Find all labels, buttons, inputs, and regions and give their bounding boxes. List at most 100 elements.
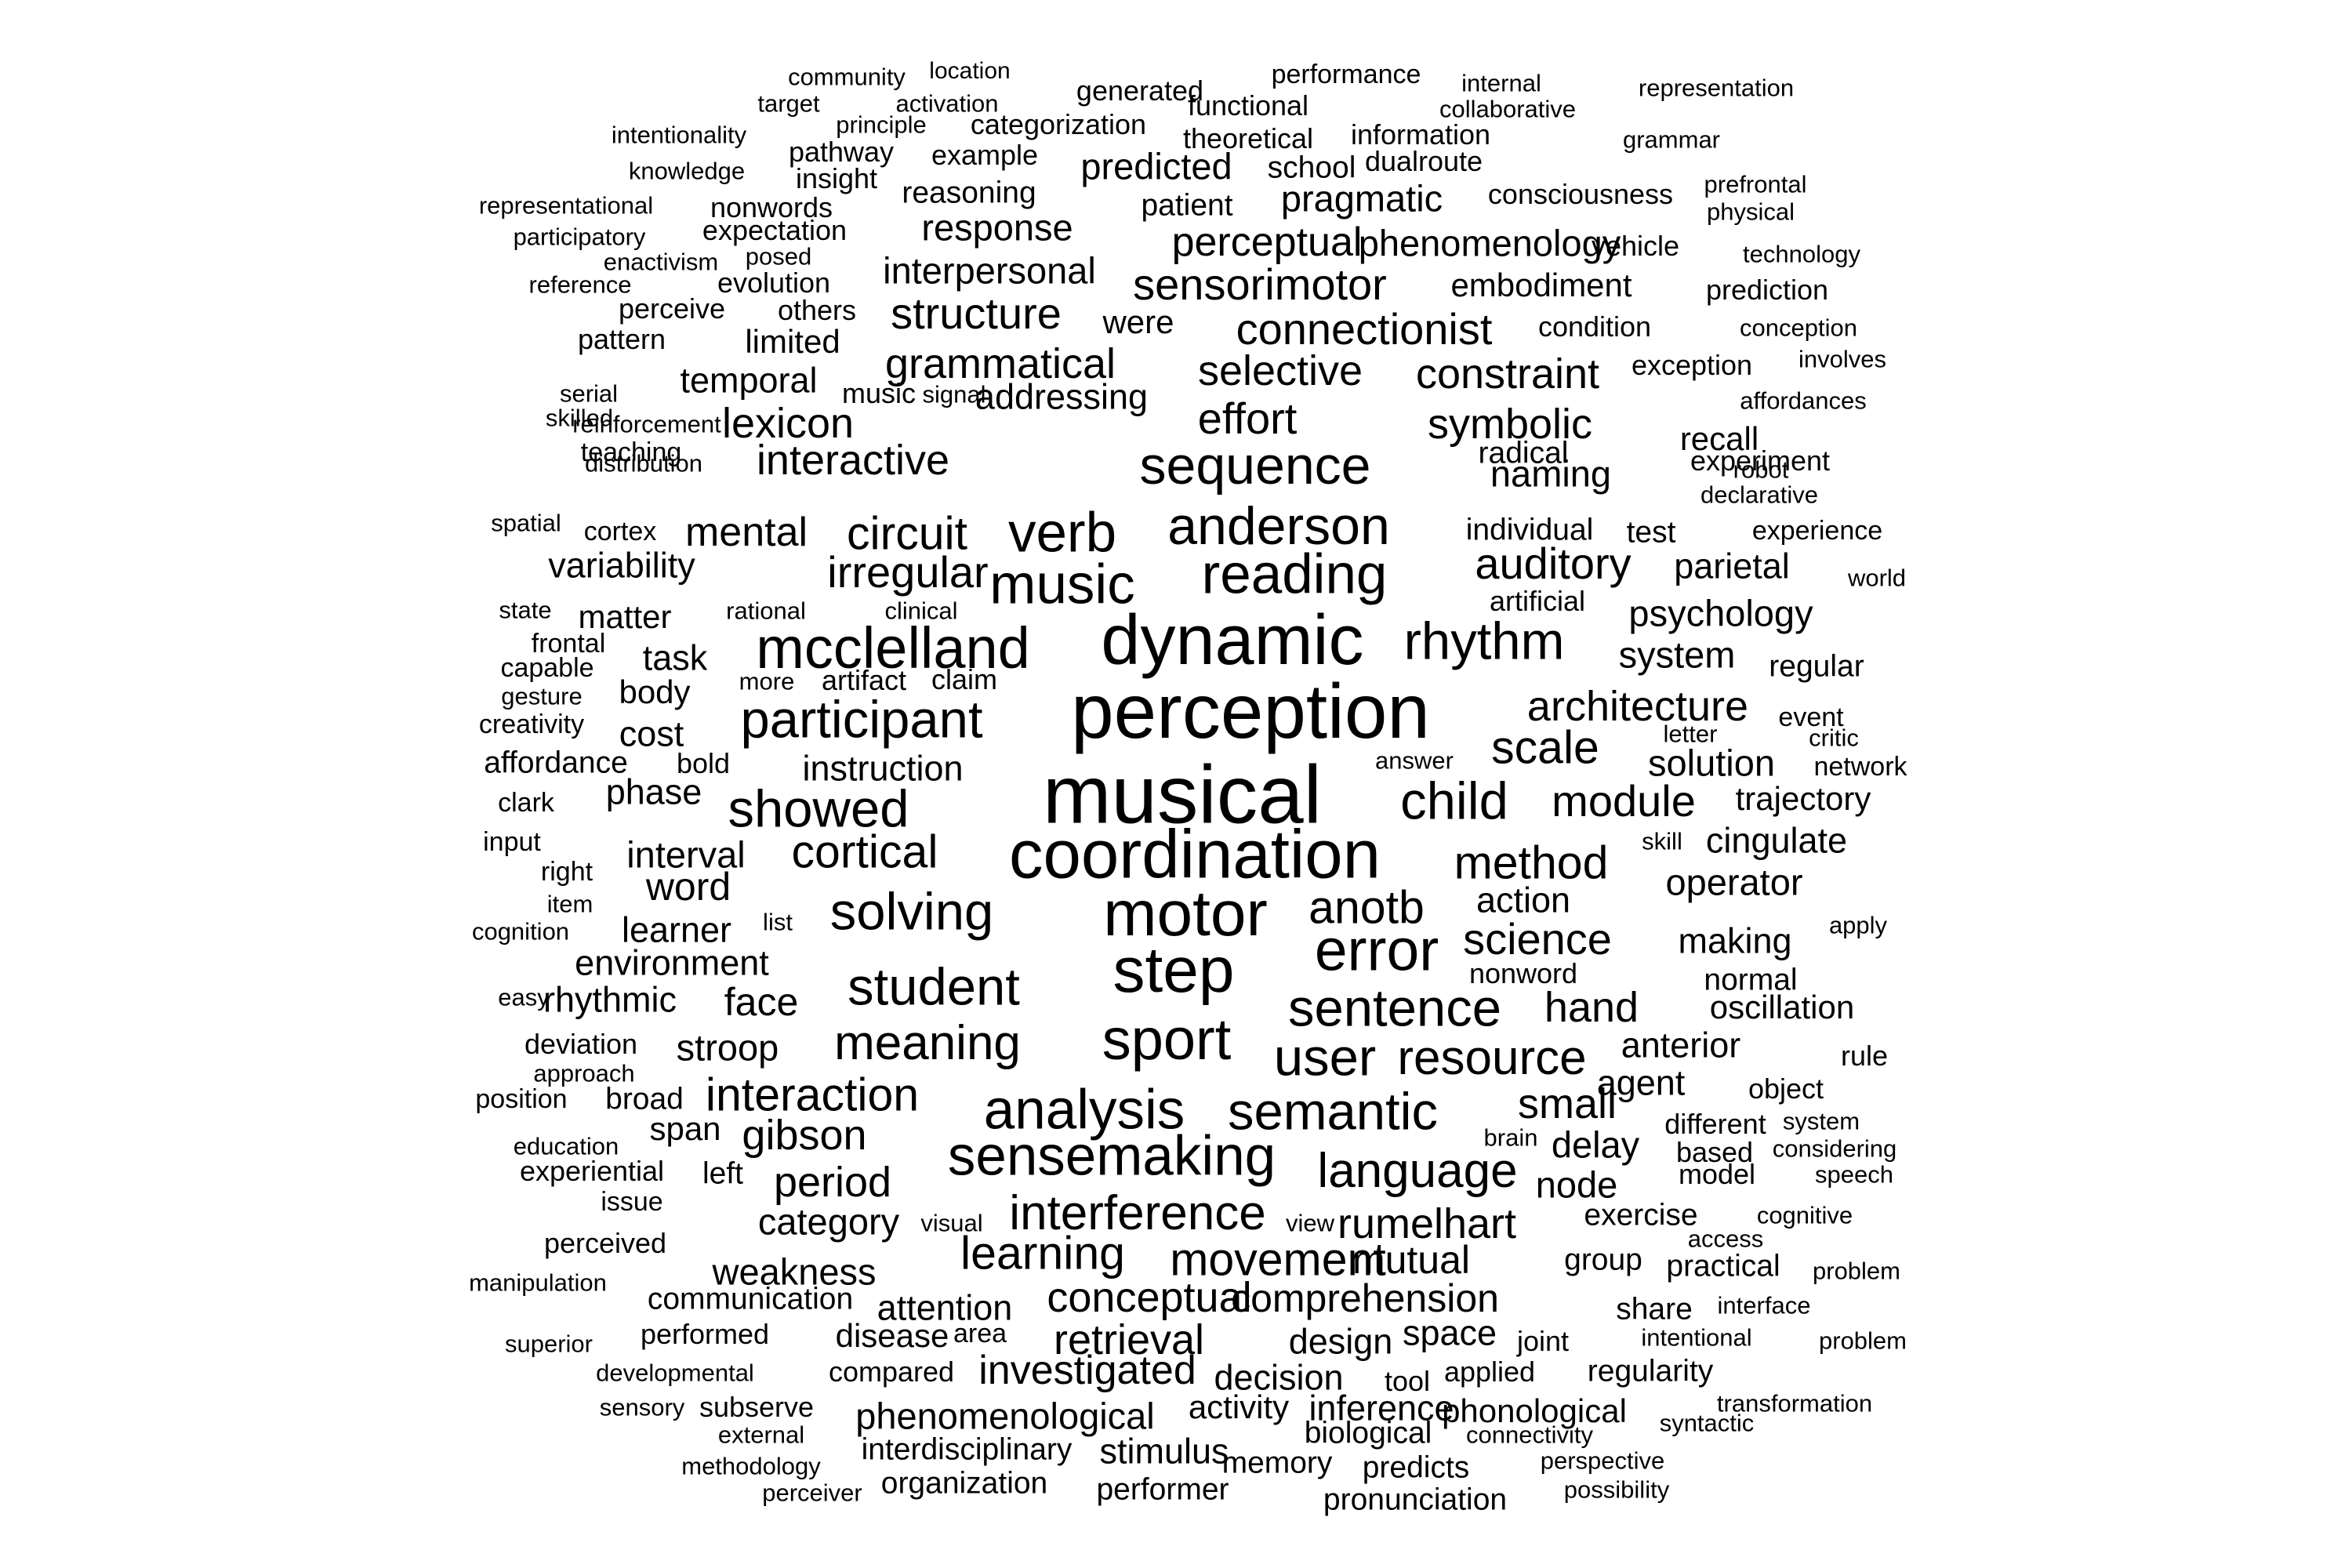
cloud-word-sensory: sensory [599, 1393, 685, 1421]
cloud-word-transformation: transformation [1716, 1389, 1873, 1417]
cloud-word-problem: problem [1813, 1257, 1900, 1285]
cloud-word-problem: problem [1819, 1327, 1907, 1355]
cloud-word-example: example [931, 139, 1039, 171]
cloud-word-irregular: irregular [827, 547, 989, 597]
cloud-word-phenomenological: phenomenological [855, 1395, 1155, 1437]
cloud-word-representational: representational [478, 191, 654, 220]
cloud-word-joint: joint [1516, 1325, 1570, 1357]
cloud-word-rule: rule [1840, 1040, 1889, 1072]
cloud-word-prefrontal: prefrontal [1704, 170, 1807, 198]
cloud-word-operator: operator [1665, 861, 1803, 903]
cloud-word-naming: naming [1490, 452, 1612, 495]
cloud-word-normal: normal [1704, 963, 1798, 997]
cloud-word-deviation: deviation [524, 1028, 638, 1060]
cloud-word-different: different [1664, 1108, 1766, 1140]
cloud-word-scale: scale [1491, 721, 1599, 774]
cloud-word-grammar: grammar [1622, 125, 1721, 154]
cloud-word-embodiment: embodiment [1450, 267, 1632, 303]
cloud-word-musical: musical [1043, 749, 1322, 841]
cloud-word-reasoning: reasoning [902, 176, 1036, 210]
cloud-word-target: target [757, 89, 820, 118]
cloud-word-functional: functional [1187, 89, 1309, 122]
cloud-word-share: share [1616, 1292, 1693, 1327]
cloud-word-others: others [777, 294, 857, 326]
cloud-word-phonological: phonological [1442, 1392, 1627, 1429]
cloud-word-predicts: predicts [1362, 1450, 1470, 1485]
cloud-word-condition: condition [1537, 310, 1652, 343]
cloud-word-principle: principle [836, 111, 927, 139]
cloud-word-object: object [1748, 1073, 1824, 1105]
cloud-word-response: response [921, 206, 1073, 249]
cloud-word-decision: decision [1214, 1357, 1344, 1398]
cloud-word-interference: interference [1009, 1186, 1266, 1240]
cloud-word-critic: critic [1809, 724, 1859, 752]
cloud-word-selective: selective [1197, 347, 1363, 394]
cloud-word-nonword: nonword [1468, 957, 1578, 989]
cloud-word-verb: verb [1007, 502, 1117, 564]
cloud-word-model: model [1678, 1158, 1756, 1190]
cloud-word-sport: sport [1102, 1007, 1232, 1072]
cloud-word-gibson: gibson [742, 1112, 867, 1159]
cloud-word-weakness: weakness [712, 1250, 877, 1293]
cloud-word-signal: signal [922, 380, 986, 408]
cloud-word-left: left [702, 1156, 744, 1191]
cloud-word-recall: recall [1679, 420, 1759, 457]
cloud-word-affordance: affordance [484, 746, 628, 780]
cloud-word-agent: agent [1596, 1062, 1686, 1103]
cloud-word-interdisciplinary: interdisciplinary [861, 1432, 1073, 1467]
cloud-word-node: node [1535, 1163, 1618, 1206]
cloud-word-sensorimotor: sensorimotor [1133, 260, 1387, 309]
cloud-word-declarative: declarative [1700, 481, 1818, 509]
cloud-word-connectivity: connectivity [1466, 1421, 1593, 1449]
cloud-word-constraint: constraint [1415, 350, 1600, 397]
cloud-word-biological: biological [1304, 1416, 1432, 1450]
cloud-word-stimulus: stimulus [1099, 1431, 1229, 1472]
cloud-word-dynamic: dynamic [1101, 601, 1364, 680]
cloud-word-artifact: artifact [821, 664, 907, 696]
cloud-word-coordination: coordination [1009, 816, 1381, 893]
cloud-word-space: space [1402, 1312, 1497, 1353]
cloud-word-perceiver: perceiver [762, 1479, 862, 1507]
cloud-word-methodology: methodology [681, 1452, 821, 1480]
cloud-word-internal: internal [1461, 69, 1541, 97]
cloud-word-mcclelland: mcclelland [756, 615, 1030, 681]
cloud-word-compared: compared [828, 1356, 955, 1388]
cloud-word-manipulation: manipulation [469, 1269, 607, 1297]
cloud-word-cognition: cognition [471, 917, 570, 946]
cloud-word-school: school [1267, 151, 1356, 185]
cloud-word-interpersonal: interpersonal [883, 249, 1096, 292]
cloud-word-language: language [1317, 1144, 1518, 1198]
cloud-word-disease: disease [835, 1317, 949, 1354]
cloud-word-based: based [1675, 1136, 1754, 1168]
cloud-word-architecture: architecture [1526, 683, 1749, 730]
cloud-word-music: music [989, 554, 1135, 616]
cloud-word-rhythm: rhythm [1403, 612, 1565, 671]
cloud-word-superior: superior [505, 1330, 593, 1358]
cloud-word-face: face [724, 980, 799, 1024]
cloud-word-information: information [1350, 118, 1491, 151]
cloud-word-education: education [513, 1132, 619, 1160]
cloud-word-solution: solution [1648, 742, 1775, 784]
cloud-word-rumelhart: rumelhart [1337, 1200, 1517, 1247]
cloud-word-trajectory: trajectory [1735, 780, 1871, 817]
cloud-word-speech: speech [1815, 1160, 1893, 1189]
cloud-word-auditory: auditory [1475, 539, 1632, 588]
cloud-word-approach: approach [533, 1059, 635, 1087]
cloud-word-phenomenology: phenomenology [1358, 222, 1621, 264]
cloud-word-developmental: developmental [596, 1359, 754, 1387]
cloud-word-science: science [1463, 914, 1612, 964]
cloud-word-individual: individual [1465, 513, 1594, 547]
cloud-word-creativity: creativity [478, 710, 585, 739]
cloud-word-experiment: experiment [1690, 445, 1831, 477]
cloud-word-parietal: parietal [1674, 546, 1790, 586]
cloud-word-retrieval: retrieval [1053, 1316, 1205, 1363]
cloud-word-investigated: investigated [978, 1348, 1196, 1393]
cloud-word-exception: exception [1631, 349, 1753, 381]
cloud-word-vehicle: vehicle [1591, 230, 1680, 262]
cloud-word-effort: effort [1197, 394, 1298, 443]
cloud-word-possibility: possibility [1563, 1475, 1670, 1504]
cloud-word-showed: showed [728, 779, 909, 839]
cloud-word-knowledge: knowledge [628, 157, 746, 185]
cloud-word-circuit: circuit [846, 507, 968, 560]
